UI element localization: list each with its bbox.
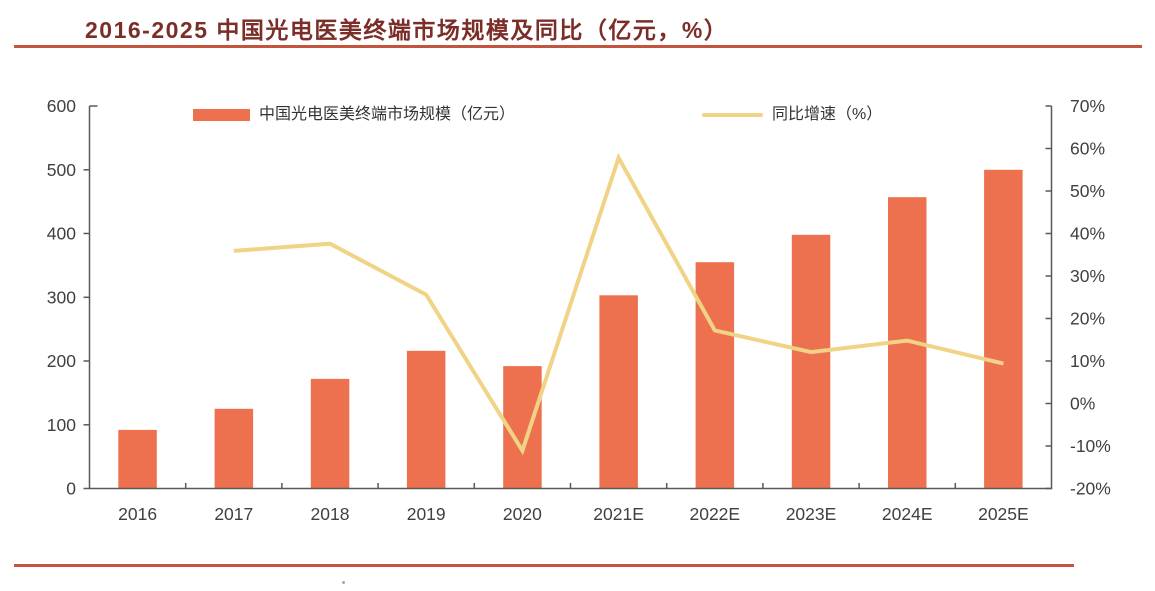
legend-item-market-size: 中国光电医美终端市场规模（亿元） <box>193 103 515 127</box>
left-axis-label: 0 <box>66 479 76 499</box>
legend-label-growth: 同比增速（%） <box>772 106 883 123</box>
x-axis-label-2023E: 2023E <box>786 504 837 524</box>
x-axis-label-2017: 2017 <box>214 504 253 524</box>
left-axis-label: 600 <box>47 96 76 116</box>
bar-2021E <box>599 295 638 489</box>
right-axis-label: 30% <box>1070 266 1105 286</box>
bar-2023E <box>791 234 831 489</box>
title-underline <box>14 45 1142 48</box>
right-axis-label: 70% <box>1070 96 1105 116</box>
left-axis-label: 500 <box>47 160 76 180</box>
left-axis-label: 200 <box>47 351 76 371</box>
right-axis-label: 50% <box>1070 181 1105 201</box>
growth-line <box>233 152 1004 456</box>
bar-2016 <box>118 429 157 489</box>
bar-2019 <box>406 350 446 489</box>
x-axis-label-2018: 2018 <box>311 504 350 524</box>
left-axis-label: 300 <box>47 287 76 307</box>
x-axis-label-2024E: 2024E <box>882 504 933 524</box>
bar-2017 <box>214 408 254 489</box>
left-axis-label: 400 <box>47 224 76 244</box>
x-axis-label-2025E: 2025E <box>978 504 1029 524</box>
right-axis-label: -20% <box>1070 479 1111 499</box>
right-axis-label: 60% <box>1070 139 1105 159</box>
left-axis-label: 100 <box>47 415 76 435</box>
bottom-divider <box>14 564 1074 567</box>
x-axis-label-2019: 2019 <box>407 504 446 524</box>
legend-label-market-size: 中国光电医美终端市场规模（亿元） <box>259 106 516 123</box>
x-axis-label-2022E: 2022E <box>689 504 740 524</box>
right-axis-label: 40% <box>1070 224 1105 244</box>
right-axis-label: -10% <box>1070 436 1111 456</box>
chart-title: 2016-2025 中国光电医美终端市场规模及同比（亿元，%） <box>85 17 729 43</box>
legend-bar-swatch-icon <box>193 109 250 121</box>
stray-dot <box>342 581 345 584</box>
right-axis-label: 20% <box>1070 309 1105 329</box>
legend-item-growth: 同比增速（%） <box>702 103 882 127</box>
x-axis-label-2016: 2016 <box>118 504 157 524</box>
x-axis-label-2021E: 2021E <box>593 504 644 524</box>
legend-line-swatch-icon <box>702 113 763 117</box>
bar-2018 <box>310 378 350 489</box>
x-axis-label-2020: 2020 <box>503 504 542 524</box>
bar-2022E <box>695 262 735 489</box>
right-axis-label: 10% <box>1070 351 1105 371</box>
right-axis-label: 0% <box>1070 394 1095 414</box>
bar-2025E <box>984 169 1023 489</box>
